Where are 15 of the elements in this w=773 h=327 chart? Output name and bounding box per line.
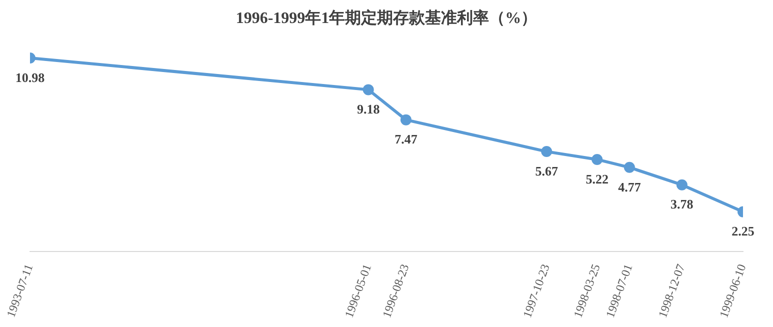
data-label: 2.25 (732, 224, 755, 239)
point (624, 162, 635, 173)
data-label: 9.18 (356, 102, 380, 117)
chart-title: 1996-1999年1年期定期存款基准利率（%） (234, 8, 538, 29)
data-label: 3.78 (670, 196, 694, 212)
data-label: 10.98 (15, 70, 46, 85)
data-label: 5.22 (586, 171, 608, 186)
point (400, 114, 412, 126)
data-label: 7.47 (394, 132, 418, 147)
point (541, 146, 552, 158)
point (676, 179, 688, 190)
data-label: 5.67 (535, 163, 558, 178)
data-label: 4.77 (618, 179, 642, 194)
point (592, 154, 603, 165)
point (362, 84, 374, 96)
